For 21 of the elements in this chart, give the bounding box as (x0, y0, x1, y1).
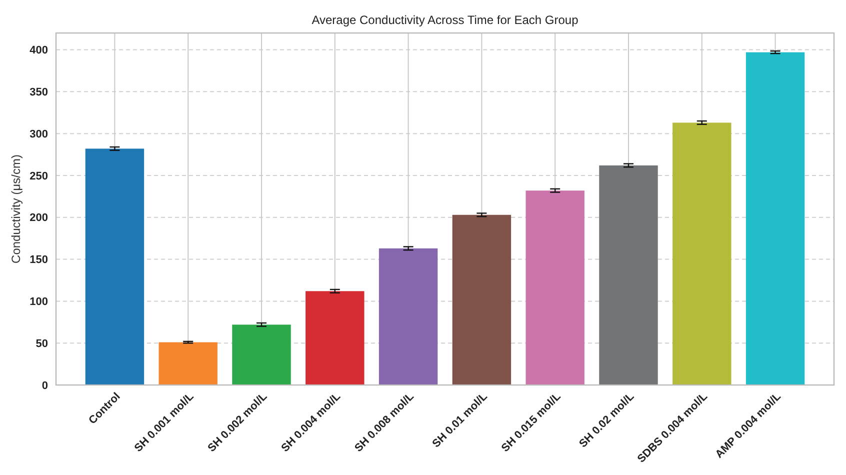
chart-title: Average Conductivity Across Time for Each Group (312, 13, 579, 27)
bar (452, 214, 512, 385)
y-tick-label: 0 (42, 380, 48, 392)
y-tick-label: 100 (30, 296, 48, 308)
y-tick-label: 200 (30, 212, 48, 224)
bar (232, 324, 291, 385)
bar (599, 165, 658, 385)
y-tick-label: 300 (30, 128, 48, 140)
bar (158, 342, 218, 385)
bar (85, 148, 144, 385)
y-tick-label: 400 (30, 44, 48, 57)
bar (526, 190, 584, 385)
y-tick-label: 350 (30, 86, 48, 99)
bar (306, 291, 364, 385)
y-tick-label: 150 (30, 254, 48, 266)
bar (746, 52, 805, 385)
bar (672, 122, 732, 385)
bar (378, 248, 438, 385)
y-tick-label: 250 (30, 170, 48, 182)
y-tick-label: 50 (36, 338, 48, 350)
y-axis-title: Conductivity (μs/cm) (9, 154, 23, 264)
